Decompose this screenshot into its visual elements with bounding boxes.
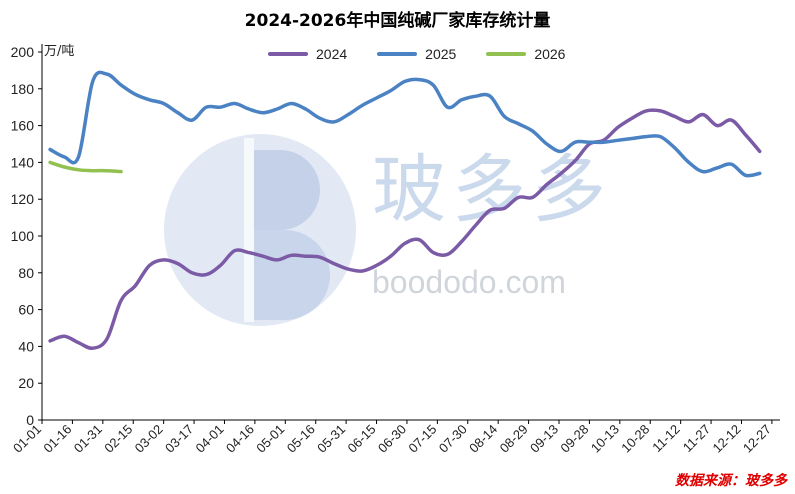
- series-line-2026: [48, 160, 123, 174]
- chart-legend: 2024 2025 2026: [268, 46, 565, 62]
- x-tick-label: 12-27: [740, 422, 774, 456]
- x-tick-label: 06-15: [345, 422, 379, 456]
- legend-swatch-2025: [377, 52, 418, 56]
- x-tick-label: 09-13: [527, 422, 561, 456]
- y-tick-label: 200: [11, 44, 35, 60]
- series-line-2024: [48, 108, 762, 350]
- x-tick-label: 07-15: [405, 422, 439, 456]
- y-tick-label: 140: [11, 154, 35, 170]
- x-tick-label: 04-01: [192, 422, 226, 456]
- data-source-label: 数据来源：玻多多: [675, 473, 787, 489]
- legend-swatch-2026: [486, 52, 527, 56]
- y-tick-label: 80: [18, 265, 34, 281]
- x-tick-label: 11-12: [649, 422, 682, 455]
- x-tick-label: 07-30: [436, 422, 470, 456]
- x-tick-label: 05-31: [314, 422, 348, 456]
- x-tick-label: 01-31: [71, 422, 105, 456]
- x-tick-label: 12-12: [709, 422, 743, 456]
- x-tick-label: 10-13: [588, 422, 622, 456]
- legend-item-2026[interactable]: 2026: [486, 46, 565, 62]
- series-line-2025: [48, 70, 762, 178]
- y-tick-label: 60: [18, 302, 34, 318]
- y-tick-label: 20: [18, 375, 34, 391]
- y-axis-unit-label: 万/吨: [44, 44, 75, 59]
- x-tick-label: 01-01: [10, 422, 44, 456]
- legend-label-2025: 2025: [425, 46, 457, 62]
- legend-item-2024[interactable]: 2024: [268, 46, 347, 62]
- chart-title: 2024-2026年中国纯碱厂家库存统计量: [244, 11, 551, 31]
- x-tick-label: 04-16: [223, 422, 257, 456]
- x-tick-label: 01-16: [40, 422, 74, 456]
- x-tick-label: 08-14: [466, 422, 500, 456]
- x-tick-label: 02-15: [101, 422, 135, 456]
- legend-label-2024: 2024: [316, 46, 348, 62]
- x-tick-label: 08-29: [497, 422, 531, 456]
- y-tick-label: 0: [26, 412, 34, 428]
- y-tick-label: 100: [11, 228, 35, 244]
- x-tick-label: 10-28: [618, 422, 652, 456]
- y-tick-label: 40: [18, 338, 34, 354]
- x-tick-label: 03-17: [162, 422, 196, 456]
- legend-item-2025[interactable]: 2025: [377, 46, 456, 62]
- x-tick-label: 11-27: [680, 422, 713, 455]
- legend-label-2026: 2026: [534, 46, 566, 62]
- x-tick-label: 09-28: [557, 422, 591, 456]
- y-tick-label: 120: [11, 191, 35, 207]
- x-tick-label: 06-30: [375, 422, 409, 456]
- x-tick-label: 05-01: [253, 422, 287, 456]
- y-tick-label: 160: [11, 118, 35, 134]
- legend-swatch-2024: [268, 52, 308, 56]
- x-tick-label: 05-16: [284, 422, 318, 456]
- x-tick-label: 03-02: [132, 422, 166, 456]
- y-tick-label: 180: [11, 81, 35, 97]
